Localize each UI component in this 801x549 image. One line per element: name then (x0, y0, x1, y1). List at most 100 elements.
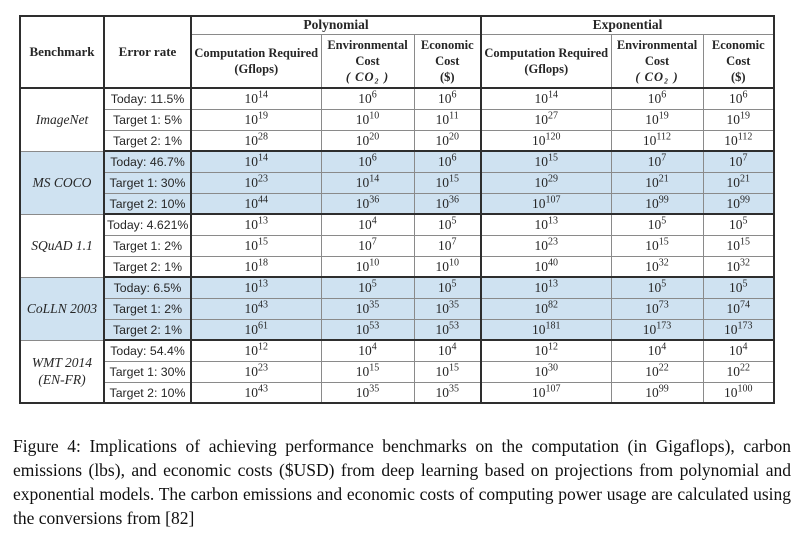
polynomial-economic-cost-value: 1035 (413, 297, 482, 320)
benchmark-name-imagenet: ImageNet (19, 87, 105, 152)
col-header-poly-economic-cost: Economic Cost ($) (413, 33, 482, 90)
polynomial-computation-required-value: 1044 (190, 192, 322, 216)
error-rate-cell: Target 1: 30% (103, 360, 192, 383)
table-row: Target 2: 1% 1018 1010 1010 1040 1032 1032 (20, 255, 775, 279)
col-header-poly-environmental-cost: Environmental Cost ( CO₂ ) (320, 33, 415, 90)
polynomial-economic-cost-value: 1020 (413, 129, 482, 153)
header-line: Environmental (327, 37, 408, 52)
exponential-environmental-cost-value: 107 (610, 150, 704, 173)
table-row: Target 1: 30% 1023 1015 1015 1030 1022 1022 (20, 360, 775, 383)
table-row: ImageNet Today: 11.5% 1014 106 106 1014 106 106 (19, 87, 775, 152)
exponential-economic-cost-value: 1074 (702, 297, 775, 320)
polynomial-economic-cost-value: 106 (413, 87, 482, 110)
polynomial-computation-required-value: 1014 (190, 87, 322, 110)
exponential-computation-required-value: 1023 (480, 234, 612, 257)
error-rate-cell: Target 2: 1% (103, 129, 192, 153)
table-row: Target 2: 1% 1061 1053 1053 10181 10173 10173 (20, 318, 775, 342)
table-row: Target 1: 2% 1043 1035 1035 1082 1073 1074 (20, 297, 775, 320)
exponential-environmental-cost-value: 1099 (610, 192, 704, 216)
table-row: WMT 2014 (EN-FR) Today: 54.4% 1012 104 104 10… (19, 339, 775, 404)
polynomial-economic-cost-value: 104 (413, 339, 482, 362)
table-row: Target 1: 5% 1019 1010 1011 1027 1019 1019 (20, 108, 775, 131)
benchmark-name-wmt-2014-en-fr: WMT 2014 (EN-FR) (19, 339, 105, 404)
exponential-environmental-cost-value: 1021 (610, 171, 704, 194)
exponential-economic-cost-value: 1099 (702, 192, 775, 216)
polynomial-computation-required-value: 1013 (190, 276, 322, 299)
polynomial-environmental-cost-value: 1010 (320, 255, 415, 279)
benchmarks-table: Benchmark Error rate Polynomial Exponent… (19, 15, 776, 405)
polynomial-environmental-cost-value: 1036 (320, 192, 415, 216)
exponential-computation-required-value: 1082 (480, 297, 612, 320)
col-header-exp-computation-required: Computation Required (Gflops) (480, 33, 612, 90)
error-rate-cell: Target 1: 2% (103, 297, 192, 320)
polynomial-economic-cost-value: 1036 (413, 192, 482, 216)
exponential-environmental-cost-value: 1099 (610, 381, 704, 405)
polynomial-computation-required-value: 1043 (190, 297, 322, 320)
polynomial-computation-required-value: 1023 (190, 171, 322, 194)
exponential-computation-required-value: 10107 (480, 192, 612, 216)
exponential-environmental-cost-value: 1073 (610, 297, 704, 320)
exponential-computation-required-value: 1013 (480, 276, 612, 299)
table-row: SQuAD 1.1 Today: 4.621% 1013 104 105 1013 105 1… (19, 213, 775, 278)
exponential-economic-cost-value: 106 (702, 87, 775, 110)
exponential-environmental-cost-value: 1019 (610, 108, 704, 131)
exponential-computation-required-value: 10107 (480, 381, 612, 405)
polynomial-computation-required-value: 1061 (190, 318, 322, 342)
header-line: (Gflops) (524, 61, 569, 76)
exponential-economic-cost-value: 105 (702, 276, 775, 299)
exponential-environmental-cost-value: 1032 (610, 255, 704, 279)
header-line: Economic (420, 37, 474, 52)
table-row: Target 2: 10% 1044 1036 1036 10107 1099 1099 (20, 192, 775, 216)
col-header-exp-environmental-cost: Environmental Cost ( CO₂ ) (610, 33, 704, 90)
polynomial-environmental-cost-value: 104 (320, 213, 415, 236)
header-line: Computation Required (484, 45, 609, 60)
table-row: Target 2: 10% 1043 1035 1035 10107 1099 10100 (20, 381, 775, 405)
exponential-environmental-cost-value: 1015 (610, 234, 704, 257)
polynomial-economic-cost-value: 1035 (413, 381, 482, 405)
col-group-polynomial: Polynomial (190, 15, 482, 35)
col-group-exponential: Exponential (479, 15, 775, 35)
error-rate-cell: Today: 46.7% (103, 150, 192, 173)
polynomial-computation-required-value: 1018 (190, 255, 322, 279)
exponential-environmental-cost-value: 106 (610, 87, 704, 110)
table-row: Target 1: 30% 1023 1014 1015 1029 1021 1021 (20, 171, 775, 194)
error-rate-cell: Target 1: 2% (103, 234, 192, 257)
exponential-environmental-cost-value: 105 (610, 276, 704, 299)
polynomial-economic-cost-value: 1015 (413, 360, 482, 383)
exponential-economic-cost-value: 104 (702, 339, 775, 362)
polynomial-computation-required-value: 1043 (190, 381, 322, 405)
table-row: CoLLN 2003 Today: 6.5% 1013 105 105 1013 105 10… (19, 276, 775, 341)
exponential-economic-cost-value: 1032 (702, 255, 775, 279)
polynomial-environmental-cost-value: 1035 (320, 297, 415, 320)
col-header-error-rate: Error rate (103, 15, 192, 90)
exponential-computation-required-value: 1013 (480, 213, 612, 236)
error-rate-cell: Today: 11.5% (103, 87, 192, 110)
polynomial-environmental-cost-value: 1035 (320, 381, 415, 405)
exponential-environmental-cost-value: 10173 (610, 318, 704, 342)
polynomial-environmental-cost-value: 1015 (320, 360, 415, 383)
header-line: Computation Required (194, 45, 319, 60)
error-rate-cell: Target 1: 5% (103, 108, 192, 131)
error-rate-cell: Target 2: 10% (103, 192, 192, 216)
error-rate-cell: Today: 4.621% (103, 213, 192, 236)
header-line: ($) (439, 70, 455, 84)
benchmark-name-ms-coco: MS COCO (19, 150, 105, 215)
header-line: Cost (435, 53, 460, 68)
exponential-economic-cost-value: 10173 (702, 318, 775, 342)
polynomial-economic-cost-value: 1011 (413, 108, 482, 131)
header-line: Cost (726, 53, 751, 68)
exponential-environmental-cost-value: 1022 (610, 360, 704, 383)
polynomial-environmental-cost-value: 1010 (320, 108, 415, 131)
polynomial-computation-required-value: 1028 (190, 129, 322, 153)
polynomial-computation-required-value: 1019 (190, 108, 322, 131)
error-rate-cell: Today: 54.4% (103, 339, 192, 362)
exponential-computation-required-value: 1029 (480, 171, 612, 194)
polynomial-economic-cost-value: 1053 (413, 318, 482, 342)
exponential-economic-cost-value: 1015 (702, 234, 775, 257)
exponential-computation-required-value: 1015 (480, 150, 612, 173)
exponential-computation-required-value: 10120 (480, 129, 612, 153)
polynomial-environmental-cost-value: 105 (320, 276, 415, 299)
polynomial-computation-required-value: 1015 (190, 234, 322, 257)
exponential-economic-cost-value: 10112 (702, 129, 775, 153)
benchmarks-table-container: Benchmark Error rate Polynomial Exponent… (19, 15, 776, 405)
